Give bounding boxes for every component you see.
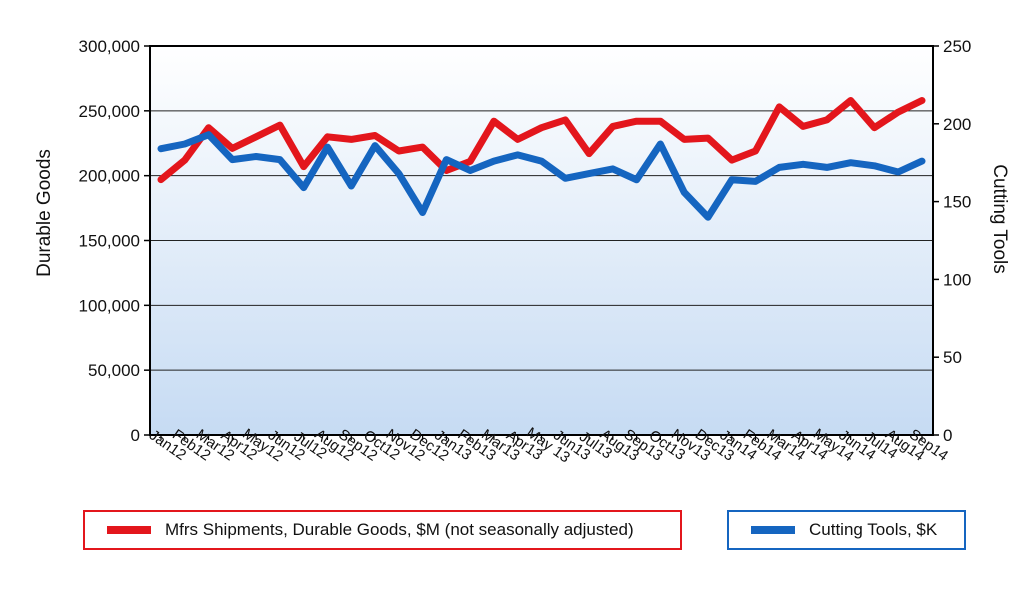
- legend-swatch-cutting-tools: [751, 526, 795, 534]
- cutting-tools-line: [157, 131, 926, 221]
- legend-label-cutting-tools: Cutting Tools, $K: [809, 520, 938, 539]
- legend-durable-goods: Mfrs Shipments, Durable Goods, $M (not s…: [83, 510, 682, 550]
- left-tick-label: 0: [131, 426, 140, 445]
- series-lines: [157, 97, 926, 221]
- legend-cutting-tools: Cutting Tools, $K: [727, 510, 966, 550]
- right-tick-label: 250: [943, 37, 971, 56]
- gridlines: [150, 110, 933, 371]
- left-tick-label: 300,000: [79, 37, 140, 56]
- durable-goods-line: [157, 97, 926, 184]
- left-tick-label: 100,000: [79, 296, 140, 315]
- legend-label-durable-goods: Mfrs Shipments, Durable Goods, $M (not s…: [165, 520, 634, 539]
- right-tick-label: 150: [943, 193, 971, 212]
- right-tick-label: 0: [943, 426, 952, 445]
- left-tick-label: 250,000: [79, 102, 140, 121]
- left-tick-label: 200,000: [79, 167, 140, 186]
- right-tick-label: 100: [943, 270, 971, 289]
- left-axis-label: Durable Goods: [34, 149, 55, 277]
- left-axis-ticks: 0 50,000 100,000 150,000 200,000 250,000 300,0…: [79, 37, 150, 445]
- right-tick-label: 200: [943, 115, 971, 134]
- right-axis-label: Cutting Tools: [989, 164, 1010, 274]
- right-axis-ticks: 0 50 100 150 200 250: [933, 37, 971, 445]
- left-tick-label: 150,000: [79, 232, 140, 251]
- legend-swatch-durable-goods: [107, 526, 151, 534]
- right-tick-label: 50: [943, 348, 962, 367]
- left-tick-label: 50,000: [88, 361, 140, 380]
